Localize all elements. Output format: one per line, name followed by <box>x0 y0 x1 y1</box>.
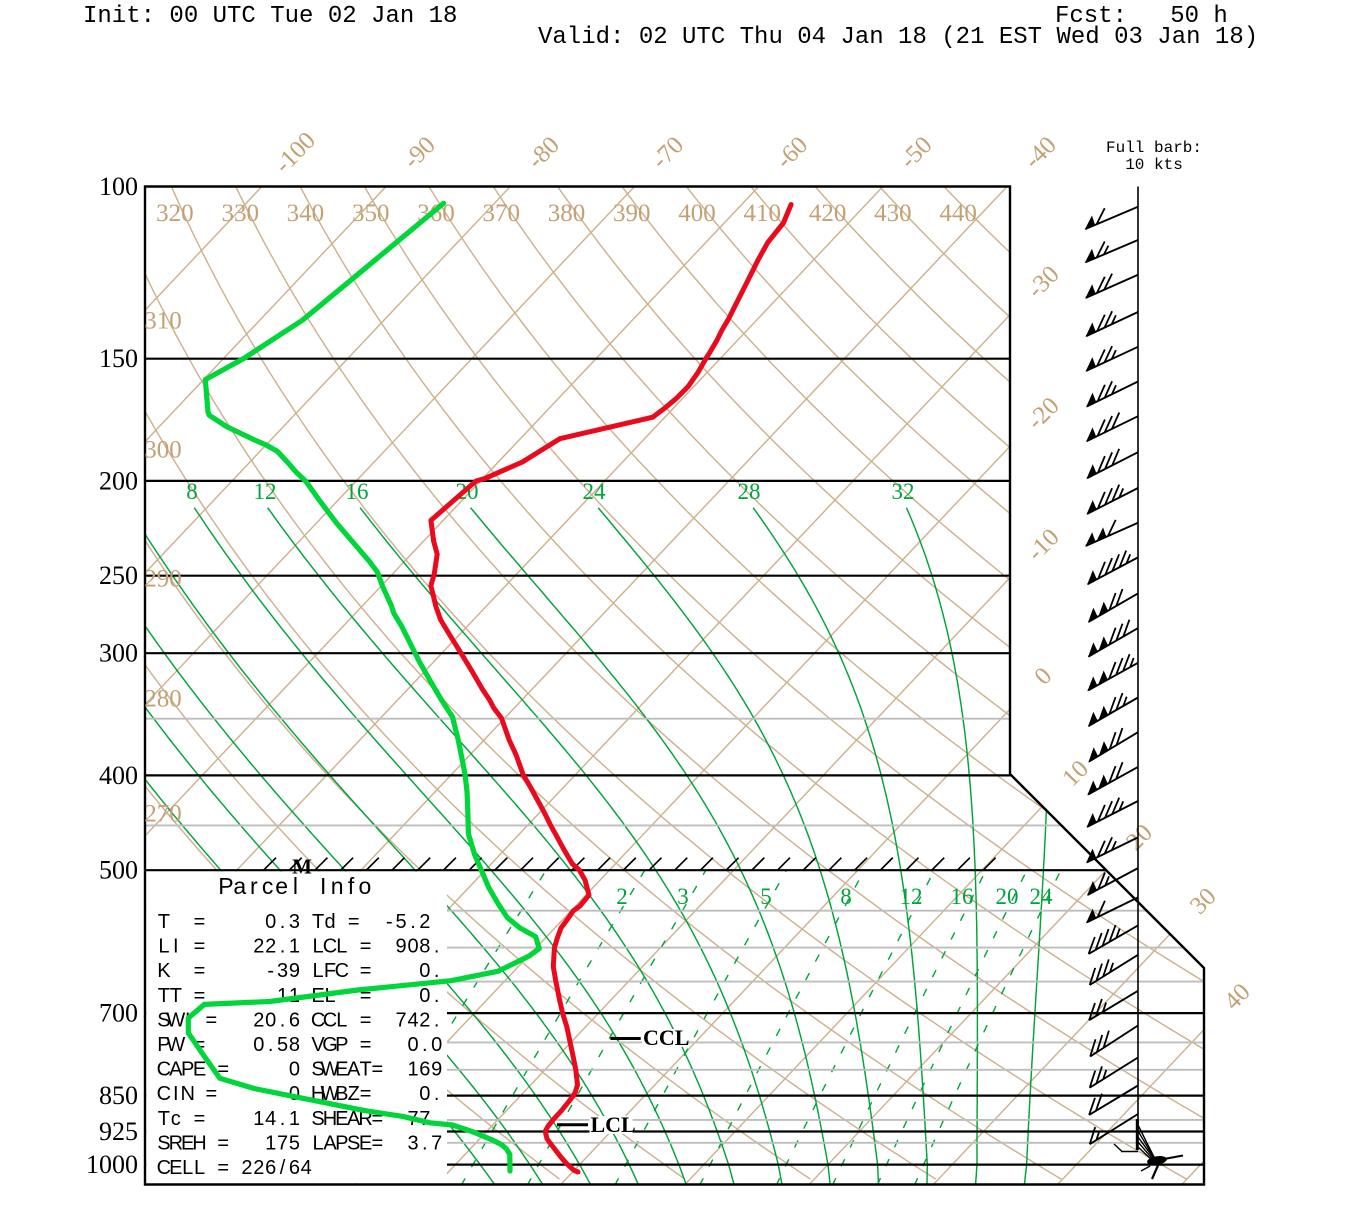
svg-text:32: 32 <box>892 479 915 504</box>
svg-text:8: 8 <box>186 479 198 504</box>
svg-text:280: 280 <box>144 686 182 713</box>
svg-text:100: 100 <box>99 172 138 201</box>
svg-text:440: 440 <box>939 200 977 227</box>
svg-text:925: 925 <box>99 1117 138 1146</box>
svg-text:Full barb:: Full barb: <box>1106 139 1202 157</box>
svg-text:150: 150 <box>99 344 138 373</box>
svg-text:28: 28 <box>738 479 761 504</box>
svg-text:380: 380 <box>548 200 586 227</box>
svg-text:400: 400 <box>678 200 716 227</box>
svg-text:1000: 1000 <box>86 1150 138 1179</box>
svg-text:270: 270 <box>144 801 182 828</box>
svg-text:300: 300 <box>144 437 182 464</box>
svg-text:2: 2 <box>616 884 628 909</box>
svg-text:410: 410 <box>744 200 782 227</box>
svg-text:Fcst: 50 h: Fcst: 50 h <box>1055 3 1228 30</box>
svg-text:430: 430 <box>874 200 912 227</box>
svg-text:LI=22.1LCL=908.: LI=22.1LCL=908. <box>158 936 439 958</box>
svg-text:350: 350 <box>352 200 390 227</box>
svg-text:CCL: CCL <box>643 1025 689 1050</box>
svg-text:8: 8 <box>840 884 852 909</box>
svg-text:M: M <box>292 855 312 879</box>
svg-text:24: 24 <box>583 479 607 504</box>
svg-text:200: 200 <box>99 466 138 495</box>
svg-text:390: 390 <box>613 200 651 227</box>
svg-text:SREH=175LAPSE=3.7: SREH=175LAPSE=3.7 <box>157 1132 442 1154</box>
svg-text:290: 290 <box>144 566 182 593</box>
svg-text:400: 400 <box>99 761 138 790</box>
svg-text:850: 850 <box>99 1081 138 1110</box>
svg-text:420: 420 <box>809 200 847 227</box>
svg-text:12: 12 <box>900 884 923 909</box>
svg-text:16: 16 <box>951 884 974 909</box>
svg-text:700: 700 <box>99 999 138 1028</box>
svg-text:300: 300 <box>99 639 138 668</box>
svg-text:3: 3 <box>677 884 689 909</box>
svg-text:500: 500 <box>99 856 138 885</box>
svg-text:310: 310 <box>144 308 182 335</box>
svg-text:CAPE=0SWEAT=169: CAPE=0SWEAT=169 <box>157 1059 443 1081</box>
svg-text:12: 12 <box>254 479 277 504</box>
svg-text:370: 370 <box>482 200 520 227</box>
svg-text:16: 16 <box>346 479 369 504</box>
svg-text:T=0.3Td=-5.2: T=0.3Td=-5.2 <box>158 911 431 933</box>
svg-text:10 kts: 10 kts <box>1125 156 1183 174</box>
svg-text:340: 340 <box>287 200 325 227</box>
svg-text:20: 20 <box>996 884 1019 909</box>
svg-text:LCL: LCL <box>591 1112 636 1137</box>
svg-text:320: 320 <box>156 200 194 227</box>
svg-text:250: 250 <box>99 561 138 590</box>
svg-text:Init: 00 UTC Tue 02 Jan 18: Init: 00 UTC Tue 02 Jan 18 <box>83 3 457 30</box>
svg-text:Valid: 02 UTC Thu 04 Jan 18 (2: Valid: 02 UTC Thu 04 Jan 18 (21 EST Wed … <box>538 24 1258 51</box>
svg-text:5: 5 <box>760 884 772 909</box>
svg-text:330: 330 <box>221 200 259 227</box>
svg-text:24: 24 <box>1030 884 1054 909</box>
